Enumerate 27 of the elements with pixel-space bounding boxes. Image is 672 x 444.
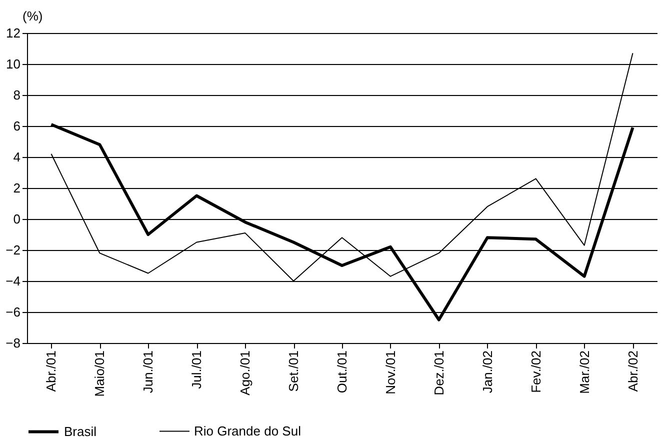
y-tick-label: 4 [13, 150, 20, 164]
y-axis-title: (%) [22, 8, 43, 24]
y-tick-label: −4 [6, 274, 20, 288]
x-tick-label: Fev./02 [528, 350, 544, 393]
x-tick-label: Set./01 [286, 350, 302, 392]
y-tick-label: 10 [6, 56, 20, 72]
y-tick-label: 2 [13, 180, 20, 196]
y-tick-label: 0 [13, 212, 20, 226]
x-tick-label: Jun./01 [140, 350, 156, 394]
x-tick-label: Maio/01 [92, 350, 108, 397]
y-tick-label: −6 [6, 304, 20, 320]
x-tick-label: Dez./01 [431, 350, 446, 396]
x-tick-label: Abr./02 [625, 350, 640, 392]
legend-label: Brasil [64, 424, 97, 439]
y-tick-label: 8 [13, 88, 20, 102]
x-tick-label: Jul./01 [189, 350, 204, 389]
legend-label: Rio Grande do Sul [194, 423, 302, 438]
x-tick-label: Out./01 [334, 350, 350, 394]
x-tick-label: Abr./01 [44, 350, 59, 392]
x-tick-label: Mar./02 [576, 350, 592, 394]
y-tick-label: 12 [6, 26, 20, 40]
y-tick-label: −2 [6, 242, 20, 258]
y-tick-label: −8 [6, 336, 20, 350]
x-tick-label: Jan./02 [480, 350, 495, 394]
y-tick-label: 6 [13, 118, 20, 134]
x-tick-label: Nov./01 [382, 350, 398, 394]
x-tick-label: Ago./01 [238, 350, 253, 396]
